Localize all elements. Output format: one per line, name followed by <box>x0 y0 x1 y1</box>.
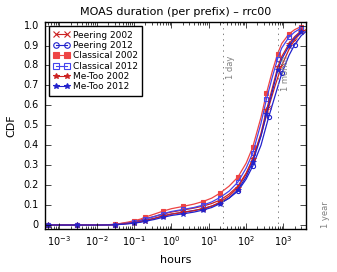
Text: 1 year: 1 year <box>321 201 330 228</box>
Legend: Peering 2002, Peering 2012, Classical 2002, Classical 2012, Me-Too 2002, Me-Too : Peering 2002, Peering 2012, Classical 20… <box>49 26 142 96</box>
Y-axis label: CDF: CDF <box>7 114 17 137</box>
X-axis label: hours: hours <box>159 255 191 265</box>
Text: 1 day: 1 day <box>226 55 235 79</box>
Title: MOAS duration (per prefix) – rrc00: MOAS duration (per prefix) – rrc00 <box>80 7 271 17</box>
Text: 1 month: 1 month <box>281 55 290 91</box>
